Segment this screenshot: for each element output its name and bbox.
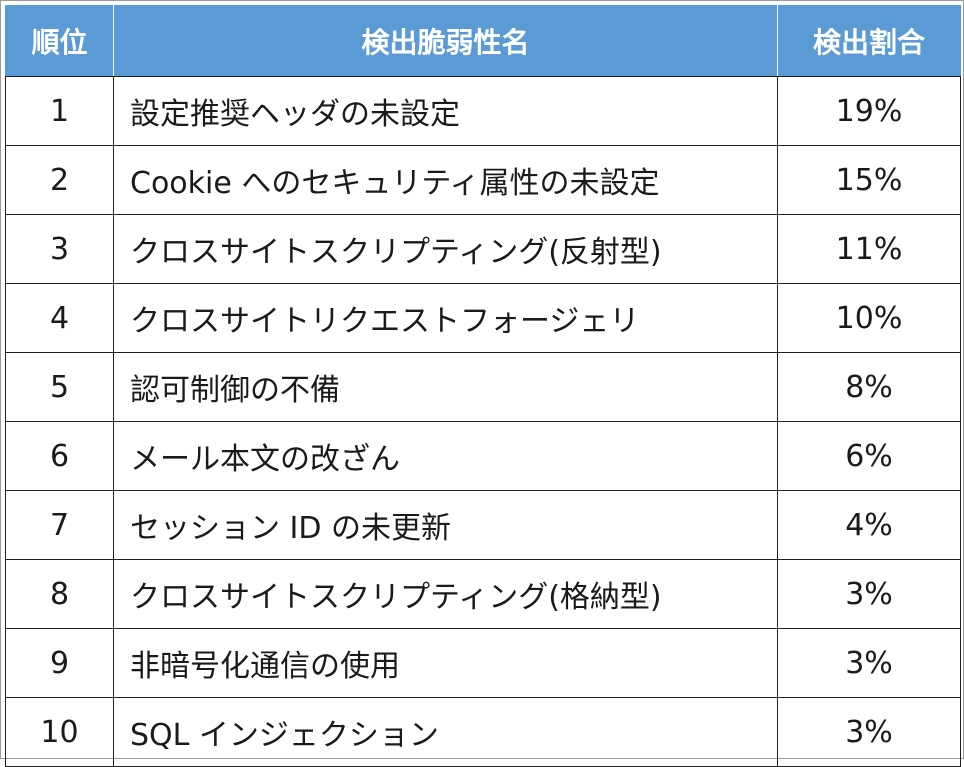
table-row: 1 設定推奨ヘッダの未設定 19% [5, 76, 961, 146]
rank-cell: 6 [5, 421, 114, 491]
vulnerability-name-cell: Cookie へのセキュリティ属性の未設定 [113, 145, 778, 215]
rank-cell: 9 [5, 628, 114, 698]
detection-rate-cell: 10% [777, 283, 961, 353]
rank-cell: 10 [5, 697, 114, 767]
header-detection-rate: 検出割合 [777, 5, 961, 77]
table-row: 6 メール本文の改ざん 6% [5, 421, 961, 491]
table-row: 8 クロスサイトスクリプティング(格納型) 3% [5, 559, 961, 629]
rank-cell: 1 [5, 76, 114, 146]
table-row: 3 クロスサイトスクリプティング(反射型) 11% [5, 214, 961, 284]
vulnerability-name-cell: セッション ID の未更新 [113, 490, 778, 560]
detection-rate-cell: 3% [777, 559, 961, 629]
rank-cell: 7 [5, 490, 114, 560]
rank-cell: 5 [5, 352, 114, 422]
table-row: 5 認可制御の不備 8% [5, 352, 961, 422]
header-rank: 順位 [5, 5, 114, 77]
table-row: 9 非暗号化通信の使用 3% [5, 628, 961, 698]
rank-cell: 4 [5, 283, 114, 353]
rank-cell: 3 [5, 214, 114, 284]
vulnerability-name-cell: クロスサイトリクエストフォージェリ [113, 283, 778, 353]
detection-rate-cell: 3% [777, 628, 961, 698]
detection-rate-cell: 19% [777, 76, 961, 146]
detection-rate-cell: 3% [777, 697, 961, 767]
table-row: 4 クロスサイトリクエストフォージェリ 10% [5, 283, 961, 353]
detection-rate-cell: 8% [777, 352, 961, 422]
table-header-row: 順位 検出脆弱性名 検出割合 [5, 5, 961, 77]
header-vulnerability-name: 検出脆弱性名 [113, 5, 778, 77]
vulnerability-name-cell: 設定推奨ヘッダの未設定 [113, 76, 778, 146]
vulnerability-name-cell: メール本文の改ざん [113, 421, 778, 491]
table-row: 2 Cookie へのセキュリティ属性の未設定 15% [5, 145, 961, 215]
table-row: 7 セッション ID の未更新 4% [5, 490, 961, 560]
vulnerability-name-cell: 認可制御の不備 [113, 352, 778, 422]
table-row: 10 SQL インジェクション 3% [5, 697, 961, 767]
rank-cell: 8 [5, 559, 114, 629]
detection-rate-cell: 4% [777, 490, 961, 560]
vulnerability-name-cell: SQL インジェクション [113, 697, 778, 767]
rank-cell: 2 [5, 145, 114, 215]
vulnerability-name-cell: クロスサイトスクリプティング(反射型) [113, 214, 778, 284]
detection-rate-cell: 6% [777, 421, 961, 491]
vulnerability-name-cell: 非暗号化通信の使用 [113, 628, 778, 698]
vulnerability-name-cell: クロスサイトスクリプティング(格納型) [113, 559, 778, 629]
detection-rate-cell: 11% [777, 214, 961, 284]
detection-rate-cell: 15% [777, 145, 961, 215]
vulnerability-ranking-table: 順位 検出脆弱性名 検出割合 1 設定推奨ヘッダの未設定 19% 2 Cooki… [5, 5, 961, 767]
